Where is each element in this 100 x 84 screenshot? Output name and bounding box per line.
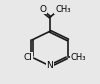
Text: O: O: [70, 53, 77, 62]
Text: CH₃: CH₃: [55, 5, 71, 14]
Text: O: O: [55, 5, 62, 14]
Text: Cl: Cl: [23, 53, 32, 62]
Text: CH₃: CH₃: [71, 53, 86, 62]
Text: N: N: [47, 61, 53, 70]
Text: O: O: [39, 5, 46, 14]
